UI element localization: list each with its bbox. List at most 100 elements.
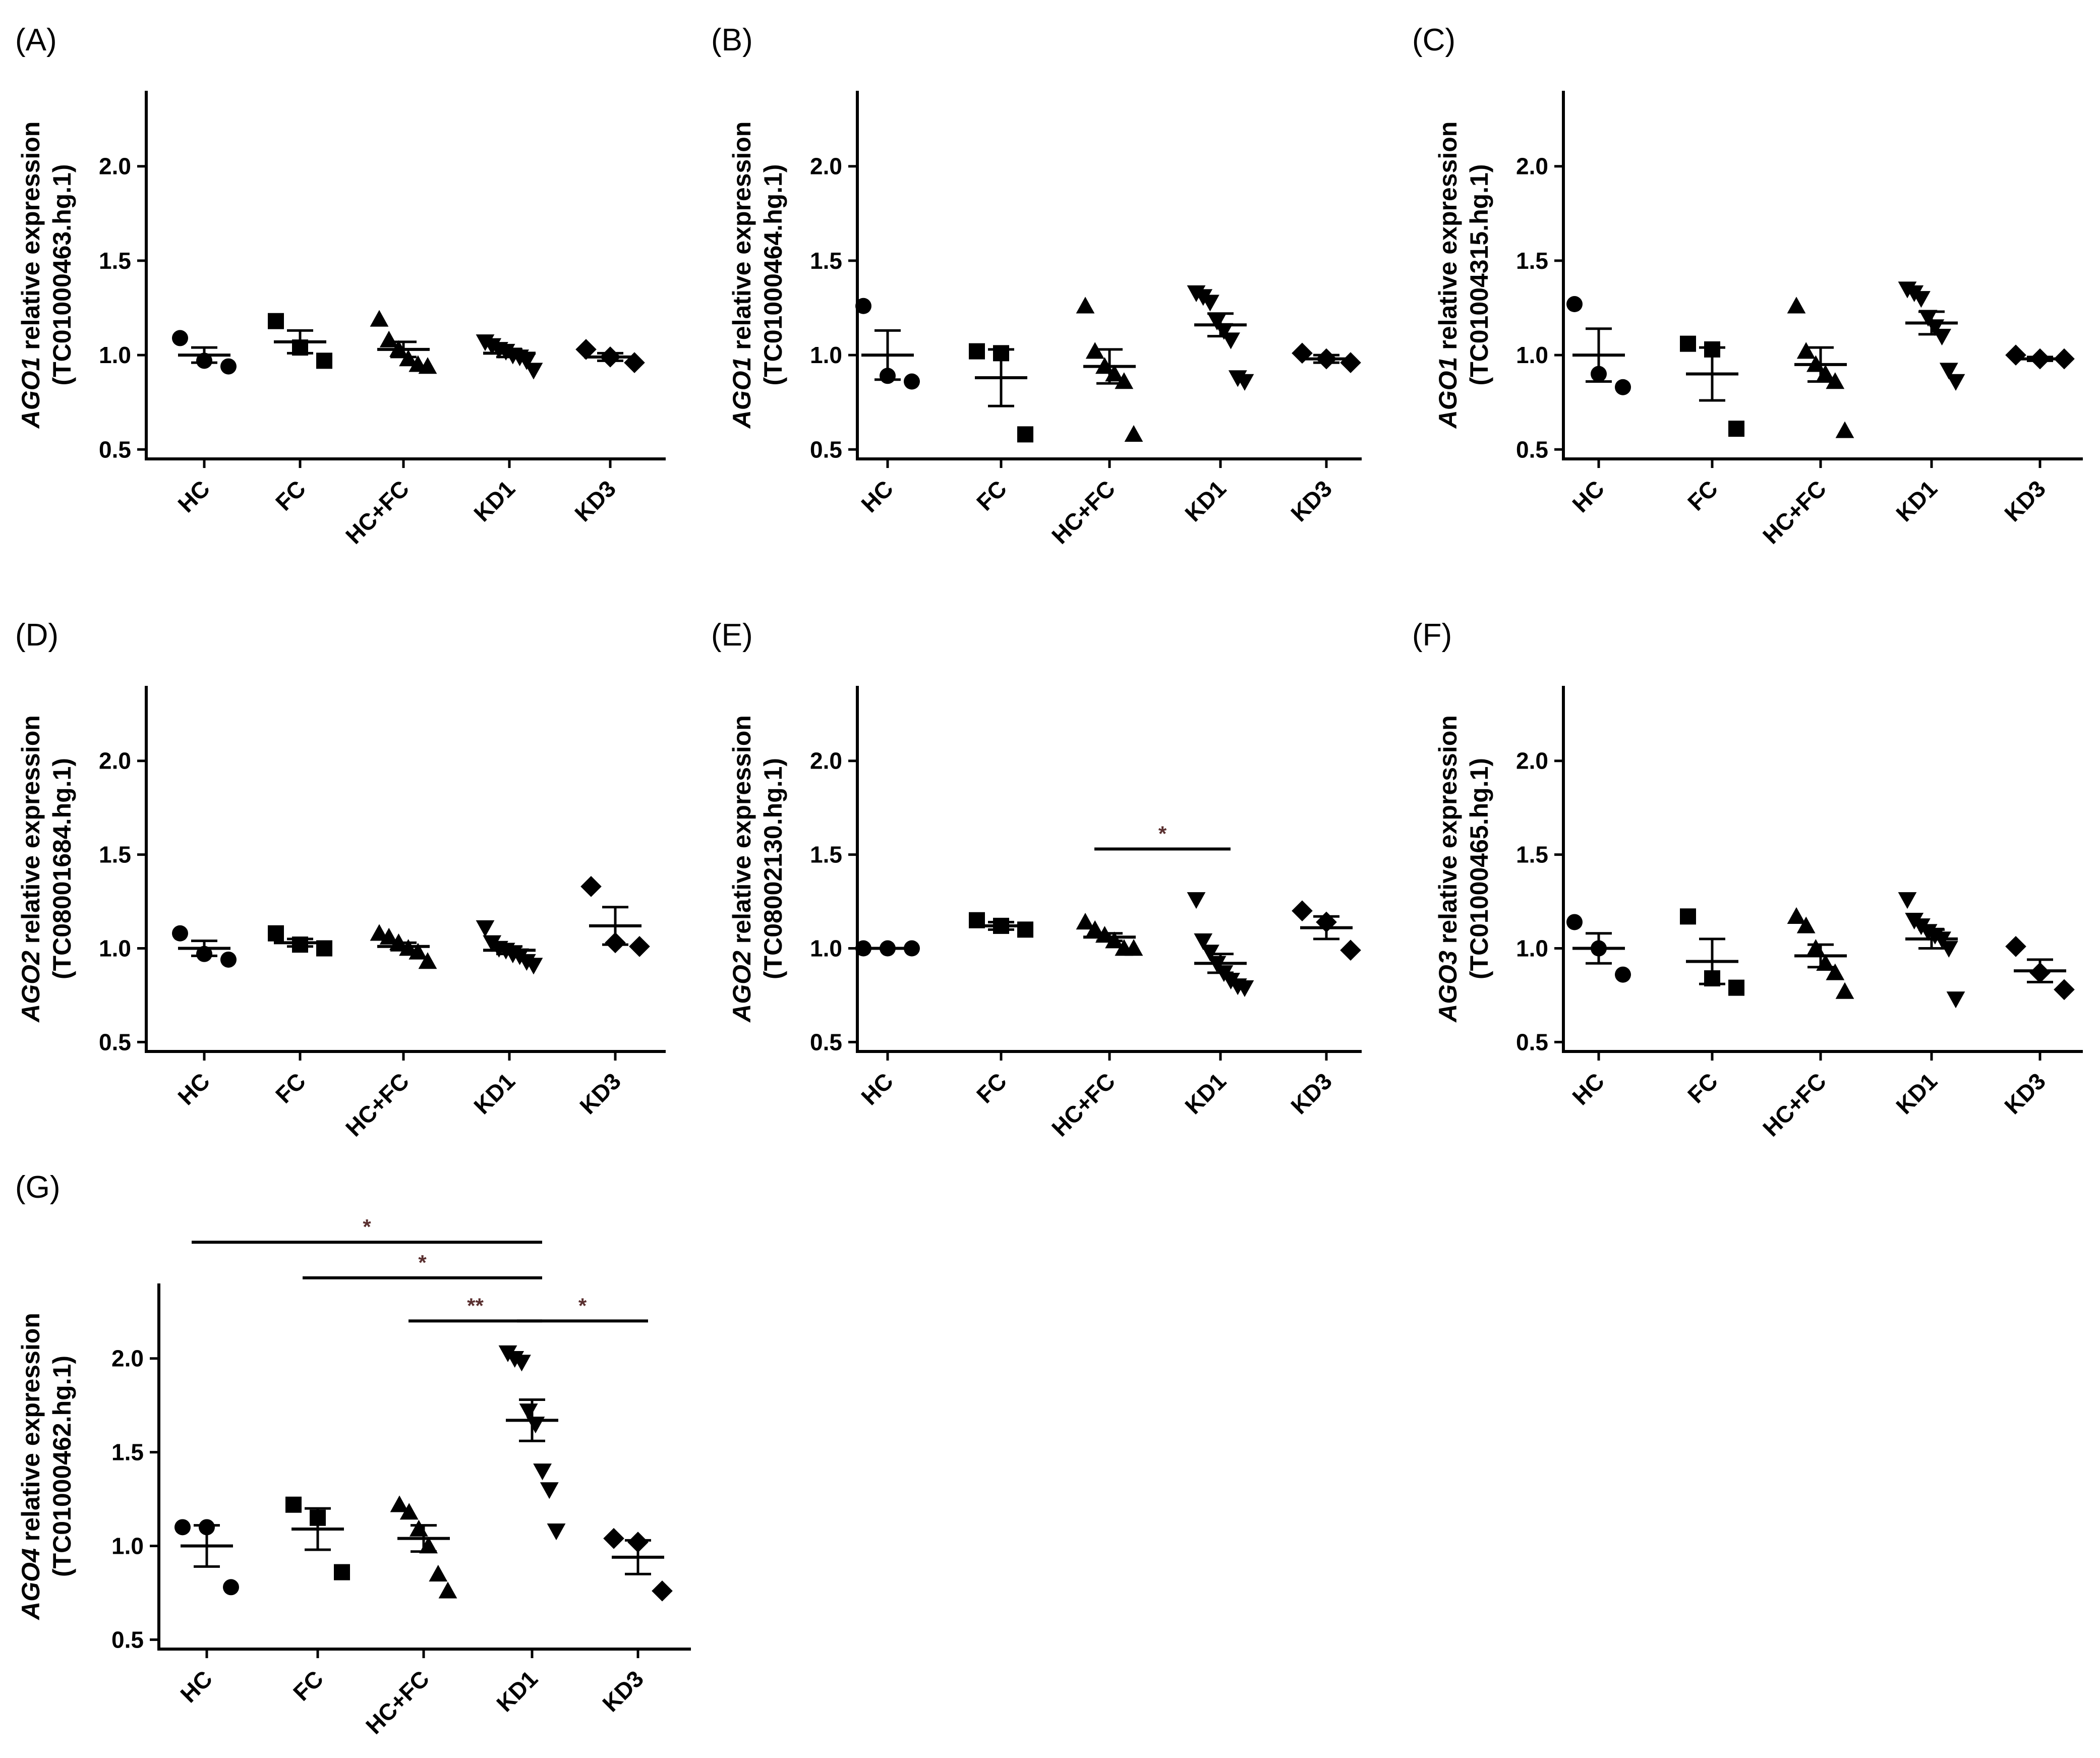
x-tick-label-hc: HC [856, 1068, 898, 1110]
x-tick-label-kd1: KD1 [1180, 1068, 1231, 1119]
y-axis-gene: AGO3 [1434, 951, 1462, 1023]
data-point [1898, 892, 1917, 909]
data-point [1835, 421, 1854, 438]
series-kd3 [2005, 344, 2075, 370]
data-point [1933, 328, 1951, 346]
data-point [1235, 980, 1254, 997]
data-point [1566, 296, 1583, 313]
panel-label: (B) [711, 23, 753, 57]
data-point [410, 1519, 428, 1537]
y-axis-title-rest: relative expression [17, 1313, 45, 1548]
y-axis-gene: AGO1 [728, 357, 756, 430]
panel-label: (C) [1412, 23, 1455, 57]
data-point [1340, 940, 1361, 961]
y-tick-label: 2.0 [810, 153, 842, 180]
data-point [1187, 892, 1206, 909]
y-axis-title: AGO1 relative expression [17, 122, 45, 430]
data-point [1124, 425, 1143, 442]
y-axis-probe-id: (TC01004315.hg.1) [1465, 164, 1493, 385]
x-tick-label-kd3: KD3 [569, 475, 621, 526]
panel-label: (E) [711, 618, 753, 653]
data-point [418, 952, 437, 969]
data-point [285, 1496, 302, 1513]
series-fc [969, 343, 1033, 443]
x-tick-label-hc-fc: HC+FC [340, 1068, 414, 1141]
data-point [1115, 372, 1134, 389]
data-point [533, 1463, 552, 1481]
data-point [316, 353, 332, 369]
series-fc [285, 1496, 350, 1580]
series-hc [1566, 296, 1631, 395]
series-kd3 [580, 876, 650, 957]
data-point [1017, 426, 1033, 443]
data-point [409, 943, 428, 960]
data-point [220, 358, 237, 375]
data-point [379, 927, 398, 945]
data-point [1292, 900, 1313, 921]
panel-e: (E) 0.5 1.0 1.5 2.0 AGO2 relative expression(… [711, 618, 1362, 1141]
data-point [624, 352, 645, 373]
series-hc [1566, 914, 1631, 983]
series-hc-fc [370, 310, 437, 374]
data-point [1728, 979, 1744, 996]
x-tick-label-hc-fc: HC+FC [1758, 1068, 1831, 1141]
panel-label: (A) [15, 23, 57, 57]
data-point [603, 1528, 624, 1549]
y-tick-label: 1.0 [111, 1533, 144, 1559]
data-point [1806, 939, 1825, 956]
panel-label: (F) [1412, 618, 1452, 653]
x-tick-label-hc: HC [1567, 475, 1609, 517]
data-point [2005, 935, 2026, 957]
series-fc [1680, 335, 1744, 437]
data-point [220, 951, 237, 968]
y-axis-title: AGO4 relative expression [17, 1313, 45, 1621]
series-kd3 [575, 339, 645, 373]
x-tick-label-hc-fc: HC+FC [340, 475, 414, 549]
data-point [1680, 908, 1696, 925]
y-axis-probe-id: (TC01000462.hg.1) [48, 1356, 76, 1577]
y-tick-label: 1.0 [810, 935, 842, 962]
data-point [1728, 421, 1744, 437]
data-point [2005, 344, 2026, 366]
y-tick-label: 1.5 [111, 1439, 144, 1466]
y-axis-probe-id: (TC08001684.hg.1) [48, 758, 76, 979]
panel-f: (F) 0.5 1.0 1.5 2.0 AGO3 relative expression(… [1412, 618, 2083, 1141]
panel-label: (G) [15, 1170, 61, 1205]
y-axis-probe-id: (TC01000465.hg.1) [1465, 758, 1493, 979]
y-tick-label: 0.5 [111, 1626, 144, 1653]
series-hc-fc [1787, 907, 1854, 999]
data-point [379, 330, 398, 347]
x-tick-label-fc: FC [1682, 1068, 1723, 1108]
x-tick-label-kd1: KD1 [469, 475, 520, 526]
x-tick-label-hc-fc: HC+FC [1046, 1068, 1120, 1141]
y-axis-title: AGO2 relative expression [728, 715, 756, 1023]
x-tick-label-fc: FC [971, 475, 1012, 515]
x-tick-label-kd1: KD1 [469, 1068, 520, 1119]
data-point [540, 1482, 559, 1499]
y-tick-label: 2.0 [1516, 153, 1548, 180]
y-axis-title-rest: relative expression [1434, 122, 1462, 357]
data-point [1796, 916, 1816, 933]
series-hc [855, 298, 920, 390]
data-point [268, 925, 284, 942]
x-tick-label-kd3: KD3 [1999, 1068, 2051, 1119]
data-point [172, 925, 188, 942]
y-tick-label: 1.5 [99, 842, 131, 868]
x-tick-label-hc: HC [172, 1068, 215, 1110]
data-point [1680, 335, 1696, 352]
significance-label: * [363, 1215, 371, 1239]
x-tick-label-kd1: KD1 [1891, 1068, 1942, 1119]
x-tick-label-kd1: KD1 [1180, 475, 1231, 526]
y-tick-label: 0.5 [810, 1029, 842, 1055]
series-kd1 [1187, 892, 1254, 997]
series-hc-fc [390, 1495, 457, 1599]
series-kd3 [1292, 900, 1361, 961]
data-point [172, 330, 188, 346]
data-point [969, 343, 985, 360]
y-axis-title-rest: relative expression [17, 715, 45, 951]
x-tick-label-fc: FC [270, 475, 311, 515]
significance-label: * [578, 1294, 587, 1317]
panel-g: (G) 0.5 1.0 1.5 2.0 AGO4 relative expression(… [15, 1170, 691, 1739]
data-point [2054, 979, 2075, 1001]
